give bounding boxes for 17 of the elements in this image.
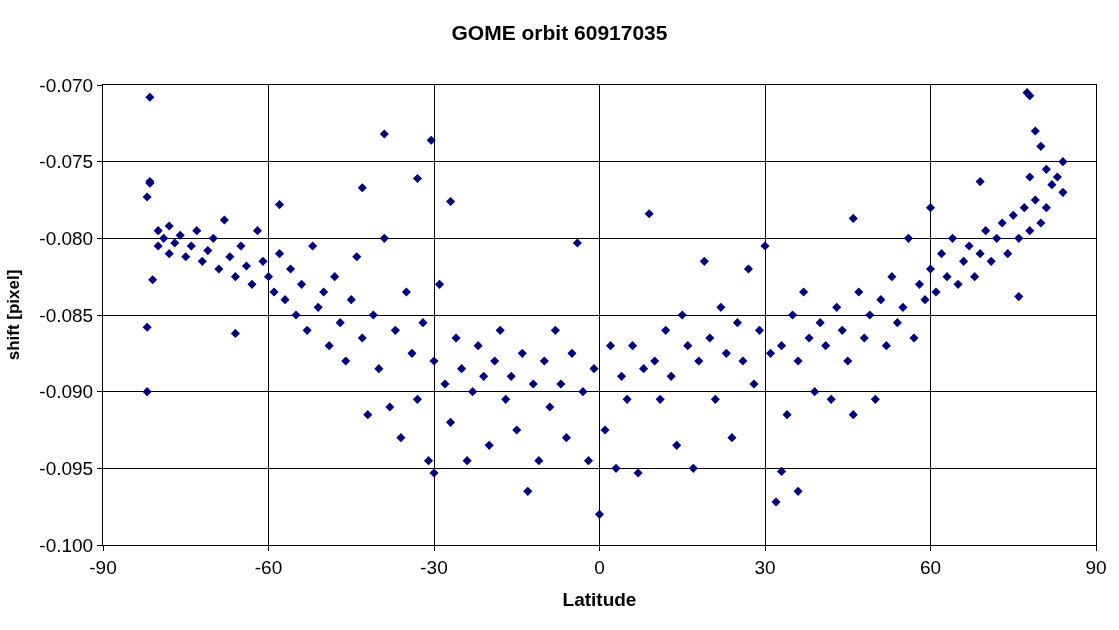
y-tick-label: -0.085 <box>39 304 94 326</box>
y-tick-label: -0.080 <box>39 227 94 249</box>
x-tick-label: -60 <box>254 556 283 578</box>
x-axis-title: Latitude <box>562 588 637 610</box>
x-tick-label: -30 <box>420 556 448 578</box>
y-tick-label: -0.095 <box>39 457 94 479</box>
y-tick-label: -0.075 <box>39 151 94 173</box>
chart-title: GOME orbit 60917035 <box>451 20 668 44</box>
y-tick-label: -0.100 <box>39 534 94 556</box>
x-tick-label: 90 <box>1085 556 1107 578</box>
x-tick-label: -90 <box>89 556 117 578</box>
x-tick-label: 60 <box>919 556 942 578</box>
x-tick-label: 30 <box>754 556 776 578</box>
y-tick-label: -0.070 <box>39 74 94 96</box>
x-tick-label: 0 <box>594 556 605 578</box>
y-tick-label: -0.090 <box>39 381 94 403</box>
y-axis-title: shift [pixel] <box>3 269 23 361</box>
